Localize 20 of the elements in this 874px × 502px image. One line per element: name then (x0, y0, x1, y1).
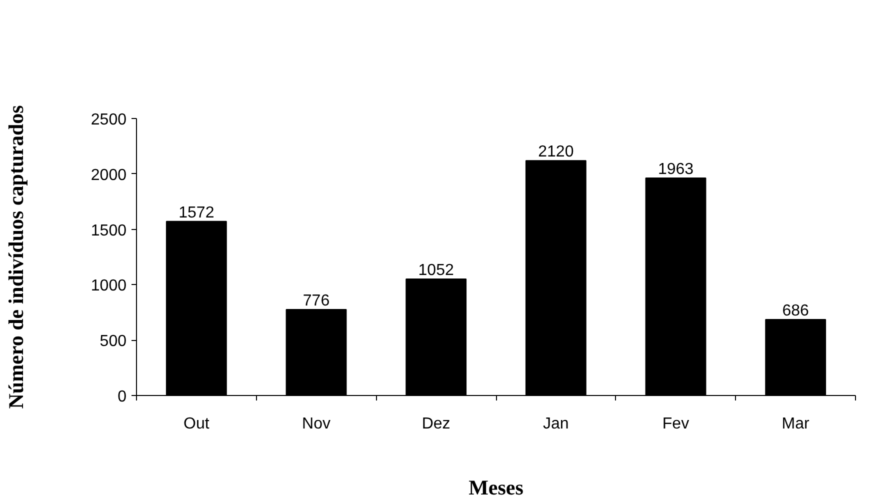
y-tick-label: 2500 (90, 112, 127, 128)
y-tick-label: 1000 (90, 278, 127, 295)
x-tick-label: Dez (422, 416, 450, 432)
x-axis-title: Meses (468, 476, 524, 500)
x-tick-label: Fev (662, 416, 690, 432)
x-tick-label: Nov (302, 416, 330, 432)
data-label: 2120 (538, 144, 574, 161)
y-tick-label: 1500 (90, 222, 127, 240)
data-label: 1572 (178, 204, 214, 222)
y-tick-label: 0 (118, 388, 127, 406)
x-tick-label: Out (184, 416, 210, 432)
data-label: 686 (782, 302, 810, 320)
y-tick-label: 2000 (90, 166, 127, 184)
data-label: 1963 (658, 161, 694, 178)
y-axis-title: Número de indivíduos capturados (4, 105, 28, 409)
x-tick-label: Jan (543, 416, 569, 432)
y-tick-label: 500 (100, 333, 127, 350)
data-label: 776 (302, 292, 330, 310)
data-label: 1052 (418, 262, 454, 279)
x-tick-label: Mar (782, 416, 810, 432)
